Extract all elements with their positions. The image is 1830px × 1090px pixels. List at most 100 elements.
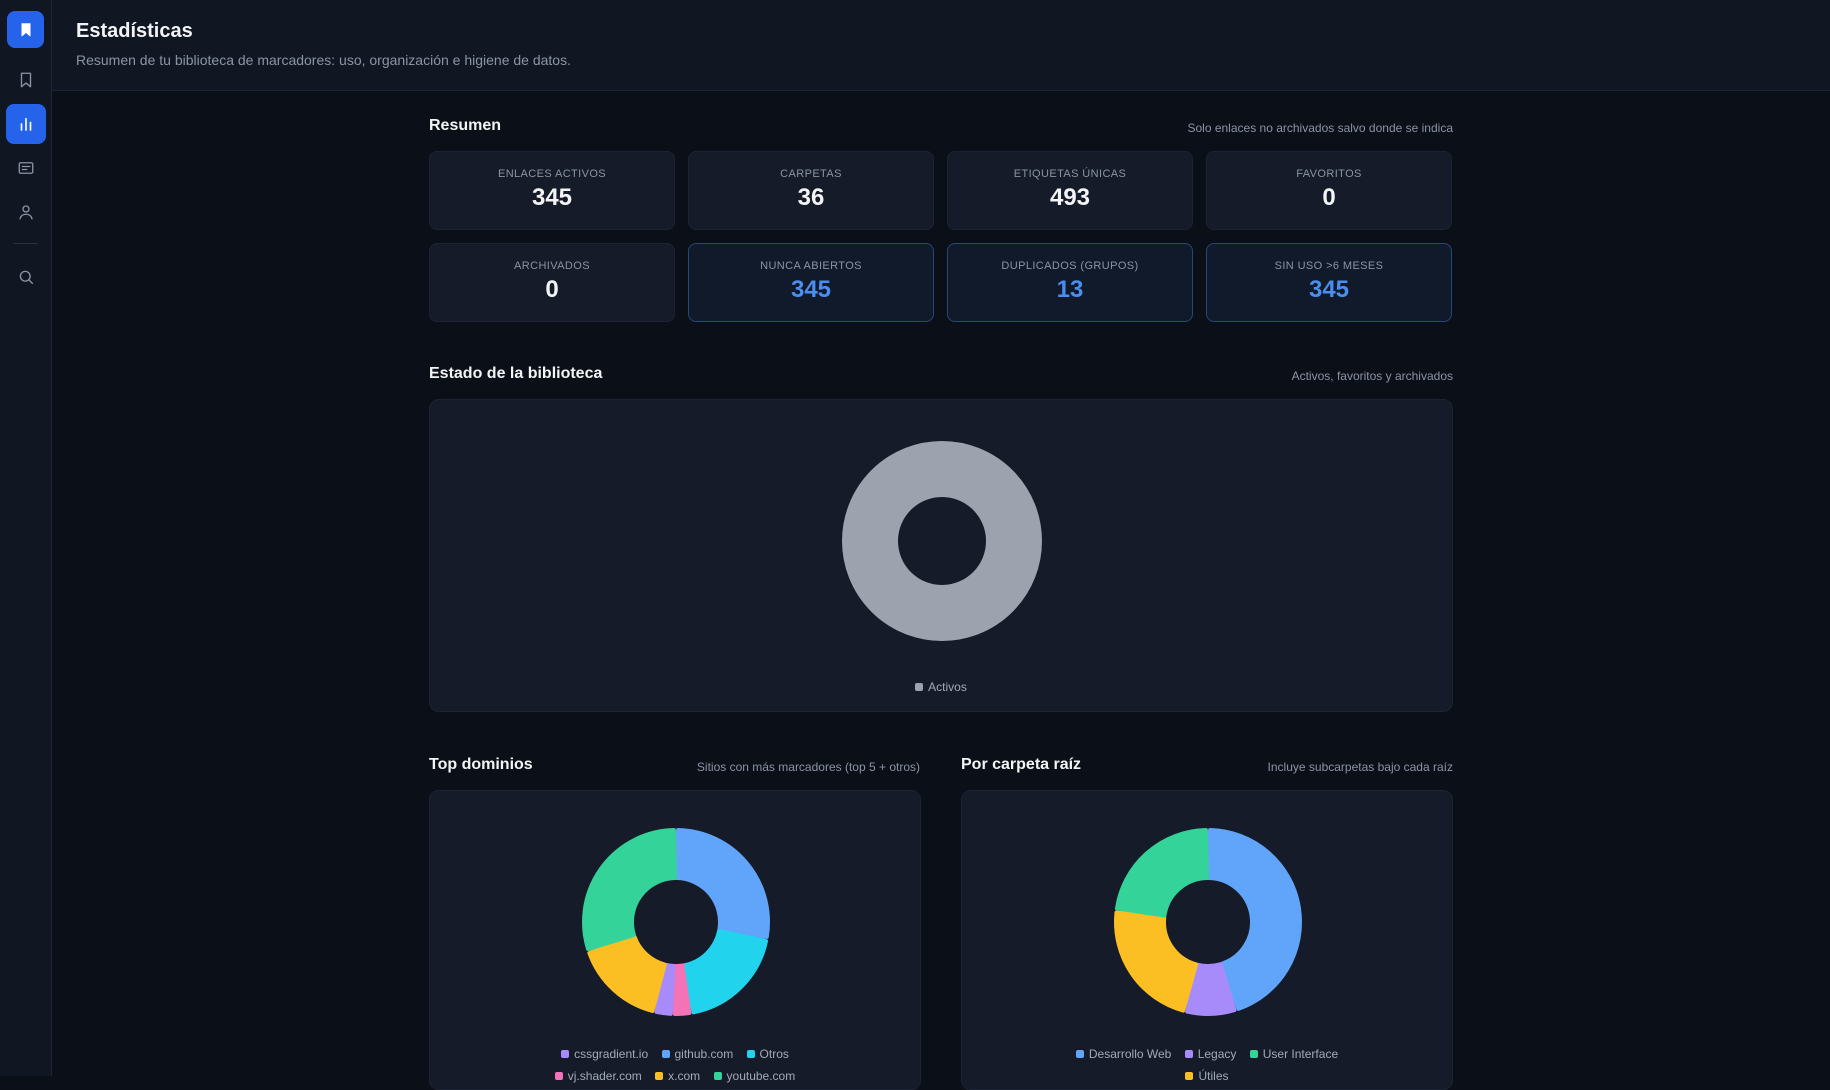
legend-item[interactable]: youtube.com — [713, 1069, 796, 1083]
stat-label: ENLACES ACTIVOS — [497, 168, 607, 180]
legend-swatch — [561, 1050, 570, 1058]
legend-swatch — [1075, 1050, 1084, 1058]
legend-swatch — [661, 1050, 670, 1058]
bookmark-outline-icon — [20, 72, 31, 87]
stat-card-sin-uso[interactable]: SIN USO >6 MESES 345 — [1206, 243, 1452, 322]
stat-value: 345 — [790, 276, 832, 303]
donut-slice-activos[interactable] — [842, 441, 1042, 641]
carpetas-legend-row2: Útiles — [962, 1069, 1452, 1083]
search-icon — [19, 270, 33, 284]
stat-label: ARCHIVADOS — [514, 260, 590, 272]
resumen-title: Resumen — [429, 117, 502, 134]
user-icon — [18, 204, 33, 219]
stat-value: 13 — [1056, 276, 1084, 303]
stat-label: FAVORITOS — [1296, 168, 1362, 180]
legend-swatch — [1185, 1072, 1194, 1080]
bar-chart-icon — [20, 117, 32, 131]
legend-item[interactable]: vj.shader.com — [554, 1069, 642, 1083]
dominios-donut-chart — [582, 828, 770, 1016]
stat-value: 493 — [1049, 184, 1091, 211]
legend-label: github.com — [674, 1047, 734, 1061]
estado-title: Estado de la biblioteca — [429, 365, 603, 382]
carpetas-note: Incluye subcarpetas bajo cada raíz — [1267, 760, 1453, 774]
legend-label: cssgradient.io — [574, 1047, 649, 1061]
legend-item-activos[interactable]: Activos — [915, 680, 967, 694]
legend-label: Otros — [759, 1047, 789, 1061]
stat-value: 0 — [545, 276, 559, 303]
donut-slice-otros[interactable] — [682, 929, 769, 1015]
legend-item[interactable]: Legacy — [1184, 1047, 1237, 1061]
estado-donut-chart — [842, 441, 1042, 641]
stat-card-favoritos: FAVORITOS 0 — [1206, 151, 1452, 230]
donut-slice-legacy[interactable] — [1185, 962, 1237, 1016]
legend-swatch — [915, 683, 924, 691]
estado-legend: Activos — [430, 680, 1452, 694]
legend-swatch — [746, 1050, 755, 1058]
donut-slice-desarrollo-web[interactable] — [1206, 828, 1302, 1011]
stat-card-duplicados[interactable]: DUPLICADOS (GRUPOS) 13 — [947, 243, 1193, 322]
legend-item[interactable]: cssgradient.io — [561, 1047, 648, 1061]
legend-swatch — [713, 1072, 722, 1080]
estado-note: Activos, favoritos y archivados — [1291, 369, 1453, 383]
sidebar-item-bookmarks[interactable] — [7, 61, 44, 98]
legend-swatch — [1249, 1050, 1258, 1058]
legend-label: x.com — [668, 1069, 701, 1083]
stat-value: 36 — [797, 184, 825, 211]
dominios-title: Top dominios — [429, 756, 533, 773]
stat-card-nunca-abiertos[interactable]: NUNCA ABIERTOS 345 — [688, 243, 934, 322]
dominios-legend-row1: cssgradient.io github.com Otros — [430, 1047, 920, 1061]
page-header: Estadísticas Resumen de tu biblioteca de… — [52, 0, 1830, 91]
stat-card-etiquetas: ETIQUETAS ÚNICAS 493 — [947, 151, 1193, 230]
stat-value: 0 — [1322, 184, 1336, 211]
legend-label: youtube.com — [726, 1069, 796, 1083]
dominios-chart-panel: cssgradient.io github.com Otros vj.shade… — [429, 790, 921, 1090]
sidebar-item-search[interactable] — [7, 258, 44, 295]
sidebar-divider — [13, 243, 38, 244]
donut-slice-x-com[interactable] — [587, 934, 667, 1013]
stat-label: DUPLICADOS (GRUPOS) — [1001, 260, 1139, 272]
logo-button[interactable] — [7, 11, 44, 48]
card-icon — [18, 161, 33, 174]
dominios-legend-row2: vj.shader.com x.com youtube.com — [430, 1069, 920, 1083]
legend-swatch — [554, 1072, 563, 1080]
donut-slice-youtube-com[interactable] — [582, 828, 678, 952]
legend-label: Desarrollo Web — [1088, 1047, 1172, 1061]
stat-value: 345 — [1308, 276, 1350, 303]
stat-label: ETIQUETAS ÚNICAS — [1013, 168, 1127, 180]
donut-slice-github-com[interactable] — [674, 828, 770, 939]
sidebar — [0, 0, 52, 1076]
legend-item[interactable]: x.com — [655, 1069, 700, 1083]
carpetas-title: Por carpeta raíz — [961, 756, 1082, 773]
stat-card-carpetas: CARPETAS 36 — [688, 151, 934, 230]
carpetas-donut-chart — [1114, 828, 1302, 1016]
sidebar-item-stats[interactable] — [6, 104, 46, 144]
stat-label: NUNCA ABIERTOS — [760, 260, 862, 272]
legend-label: vj.shader.com — [567, 1069, 642, 1083]
dominios-note: Sitios con más marcadores (top 5 + otros… — [696, 760, 920, 774]
legend-item[interactable]: Útiles — [1185, 1069, 1229, 1083]
estado-chart-panel: Activos — [429, 399, 1453, 712]
stat-card-enlaces-activos: ENLACES ACTIVOS 345 — [429, 151, 675, 230]
legend-label: Útiles — [1198, 1069, 1229, 1083]
donut-slice-user-interface[interactable] — [1114, 910, 1199, 1013]
stat-label: CARPETAS — [780, 168, 842, 180]
sidebar-item-reader[interactable] — [7, 149, 44, 186]
legend-swatch — [655, 1072, 664, 1080]
stat-value: 345 — [531, 184, 573, 211]
legend-item[interactable]: Otros — [746, 1047, 789, 1061]
legend-label: Activos — [928, 680, 967, 694]
page-title: Estadísticas — [76, 20, 193, 42]
legend-label: Legacy — [1197, 1047, 1237, 1061]
carpetas-chart-panel: Desarrollo Web Legacy User Interface Úti… — [961, 790, 1453, 1090]
sidebar-item-profile[interactable] — [7, 193, 44, 230]
legend-item[interactable]: github.com — [661, 1047, 734, 1061]
resumen-note: Solo enlaces no archivados salvo donde s… — [1187, 121, 1453, 135]
legend-label: User Interface — [1262, 1047, 1339, 1061]
bookmark-icon — [21, 22, 30, 37]
page-subtitle: Resumen de tu biblioteca de marcadores: … — [76, 52, 571, 68]
carpetas-legend-row1: Desarrollo Web Legacy User Interface — [962, 1047, 1452, 1061]
legend-item[interactable]: Desarrollo Web — [1075, 1047, 1172, 1061]
stat-card-archivados: ARCHIVADOS 0 — [429, 243, 675, 322]
legend-item[interactable]: User Interface — [1249, 1047, 1339, 1061]
donut-slice--tiles[interactable] — [1115, 828, 1210, 918]
